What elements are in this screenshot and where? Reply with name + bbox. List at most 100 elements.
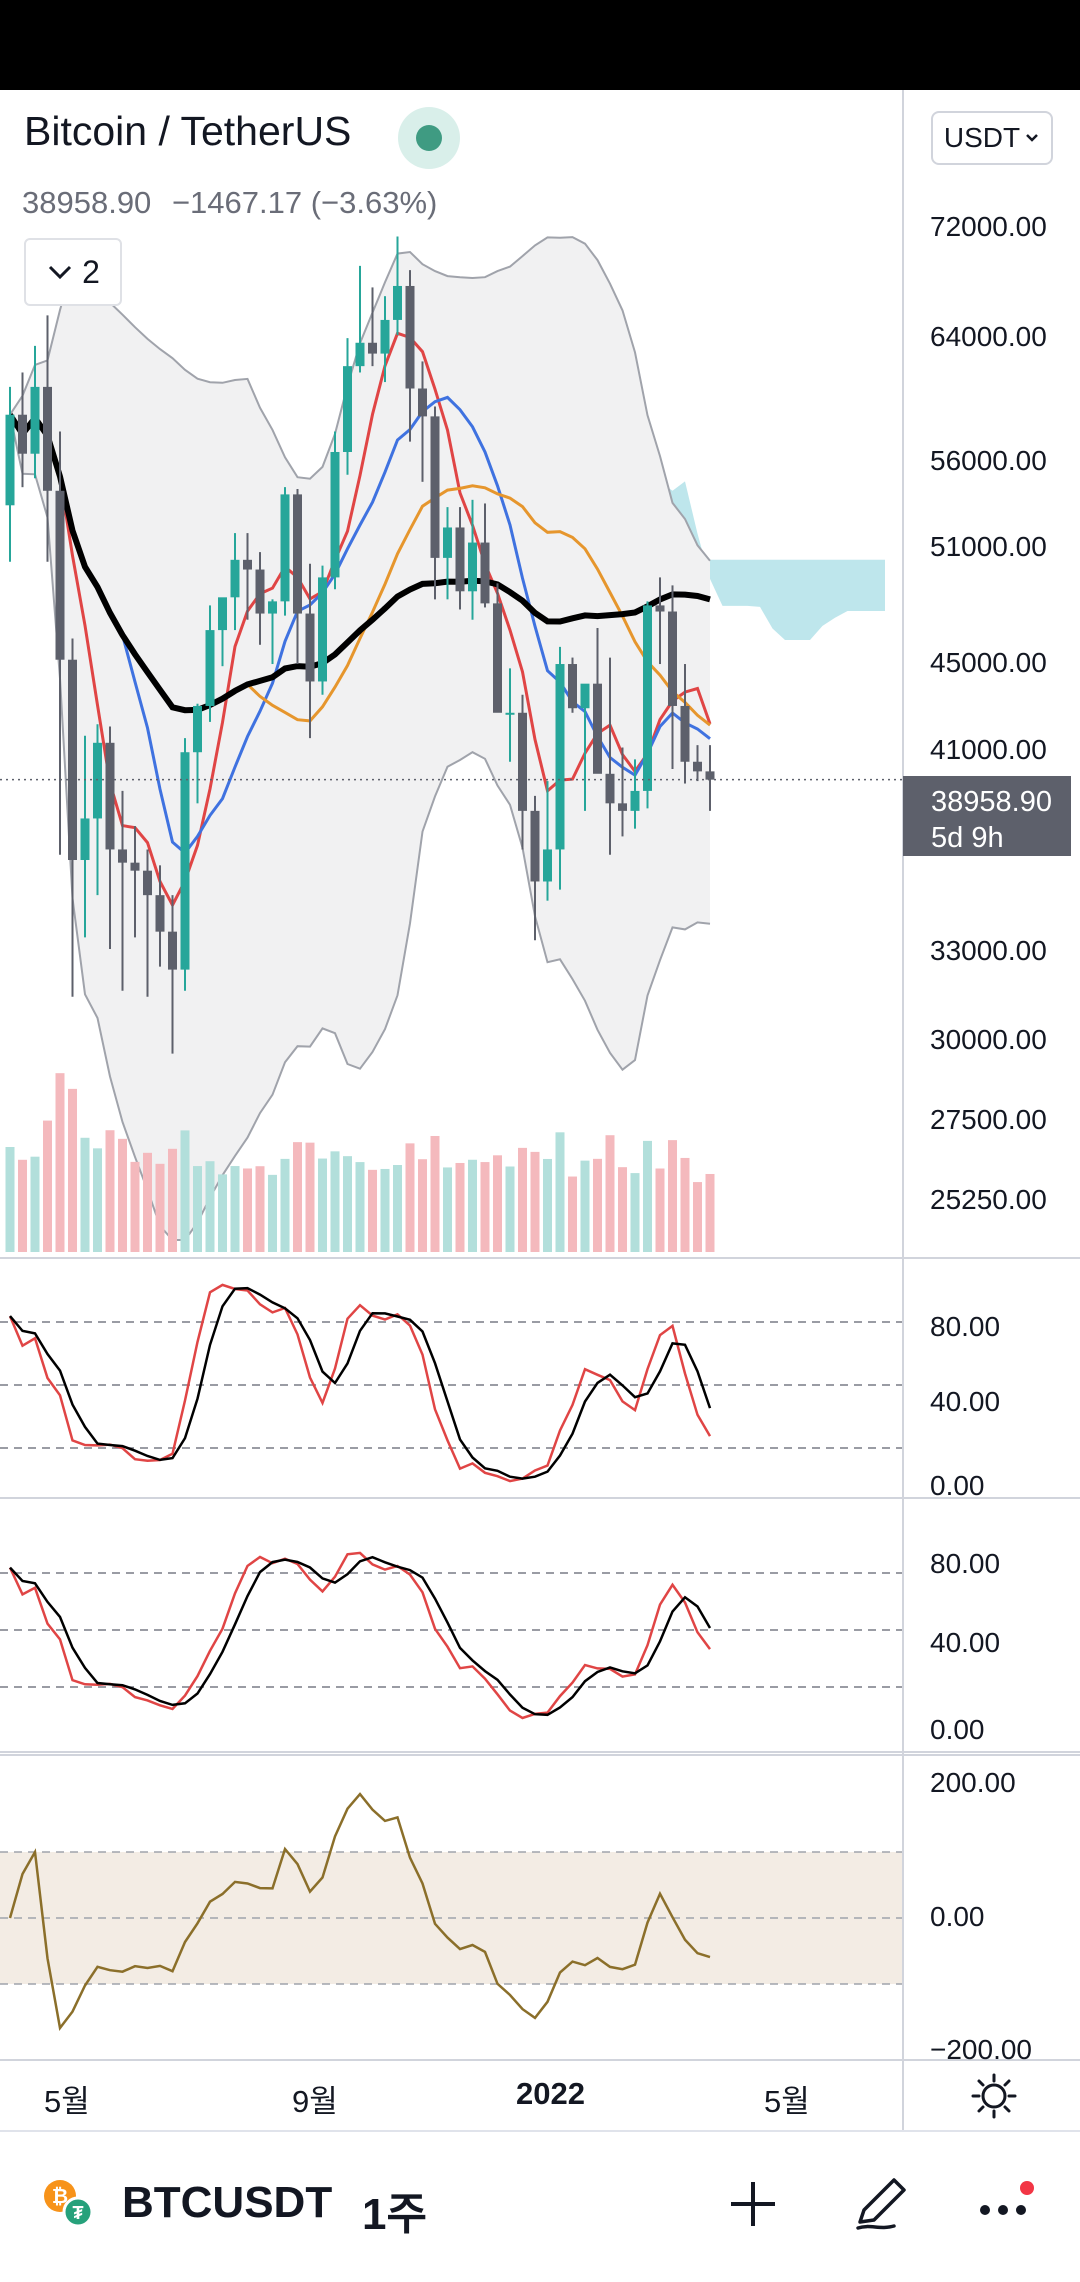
symbol-title[interactable]: Bitcoin / TetherUS [24,108,352,154]
candle-body [5,414,15,506]
indicator-count: 2 [82,253,100,290]
candle-body [180,752,190,970]
candle-body [568,664,577,709]
stoch-rsi-tick: 40.00 [930,1386,1001,1417]
volume-bar [293,1142,302,1252]
volume-bar [655,1168,665,1252]
volume-bar [230,1166,240,1252]
candle-body [280,494,290,602]
status-bar [0,0,1080,90]
market-status-icon[interactable] [398,107,460,169]
candle-body [30,386,40,454]
candle-body [55,490,65,660]
svg-text:₿: ₿ [52,2186,68,2208]
chevron-down-icon [49,265,72,280]
candle-body [193,705,202,753]
interval-button[interactable]: 1주 [362,2190,427,2239]
stoch-tick: 80.00 [930,1548,1001,1579]
volume-bar [18,1159,27,1252]
volume-bar [218,1174,227,1252]
volume-bar [455,1162,465,1252]
volume-bar [205,1161,215,1252]
currency-select[interactable]: USDT [931,111,1053,165]
price-tick: 30000.00 [930,1024,1047,1055]
last-price-badge: 38958.90 5d 9h [903,776,1071,856]
volume-bar [93,1148,102,1252]
volume-bar [268,1174,277,1252]
oscillators [0,1283,903,2032]
more-dots-icon[interactable] [975,2176,1035,2236]
candle-body [693,761,702,772]
bitcoin-tether-icon[interactable]: ₿ ₮ [42,2176,94,2228]
volume-bar [30,1156,40,1252]
volume-bar [580,1160,590,1252]
volume-bar [705,1173,715,1252]
volume-bar [255,1166,265,1252]
volume-bar [155,1163,165,1252]
settings-gear-icon[interactable] [968,2070,1020,2122]
candle-body [68,659,77,861]
candle-body [343,366,352,452]
volume-bars [5,1073,715,1252]
volume-bar [430,1135,440,1252]
candle-body [218,597,227,631]
candle-body [230,559,240,598]
candle-body [255,569,265,614]
volume-bar [405,1143,415,1252]
candle-body [418,388,427,417]
volume-bar [693,1182,702,1252]
candle-body [80,818,90,861]
volume-bar [355,1162,365,1252]
candle-body [493,603,502,713]
candle-body [643,605,652,791]
candle-body [480,542,490,604]
candle-body [593,683,602,774]
quote-price: 38958.90 [22,185,152,220]
price-tick: 51000.00 [930,531,1047,562]
bb-fill [10,237,710,1241]
candle-body [680,705,690,762]
symbol-search-button[interactable]: BTCUSDT [122,2178,333,2227]
candle-body [380,319,390,354]
candle-body [93,742,102,819]
volume-bar [280,1158,290,1252]
quote-change: −1467.17 (−3.63%) [171,185,438,220]
stoch-rsi-tick: 0.00 [930,1470,985,1501]
time-tick: 9월 [292,2084,338,2119]
indicator-collapse-button[interactable]: 2 [24,238,122,306]
stoch-tick: 40.00 [930,1627,1001,1658]
volume-bar [380,1168,390,1252]
volume-bar [368,1169,377,1252]
volume-bar [530,1151,540,1252]
volume-bar [305,1142,315,1252]
pen-icon[interactable] [850,2172,912,2234]
chevron-down-icon [1026,134,1038,142]
candle-body [468,542,477,592]
time-tick: 5월 [764,2084,810,2119]
bb-lower [9,414,711,1241]
candle-body [243,559,252,570]
cci-line [8,1792,711,2032]
candle-body [443,527,452,558]
price-tick: 72000.00 [930,211,1047,242]
candle-body [405,285,415,389]
candle-body [43,386,52,491]
plus-icon[interactable] [725,2176,781,2232]
stoch-rsi-k-line [8,1283,712,1483]
candle-body [318,577,327,682]
candle-body [130,862,140,871]
stoch-k-line [8,1551,712,1720]
candle-body [543,849,552,882]
volume-bar [105,1130,115,1252]
candle-body [305,613,315,682]
price-tick: 56000.00 [930,445,1047,476]
volume-bar [443,1167,452,1252]
price-tick: 45000.00 [930,647,1047,678]
volume-bar [668,1140,677,1252]
quote-line: 38958.90 −1467.17 (−3.63%) [22,185,437,221]
price-tick: 27500.00 [930,1104,1047,1135]
candle-body [555,664,565,850]
candle-body [293,494,302,614]
candle-body [505,712,515,715]
